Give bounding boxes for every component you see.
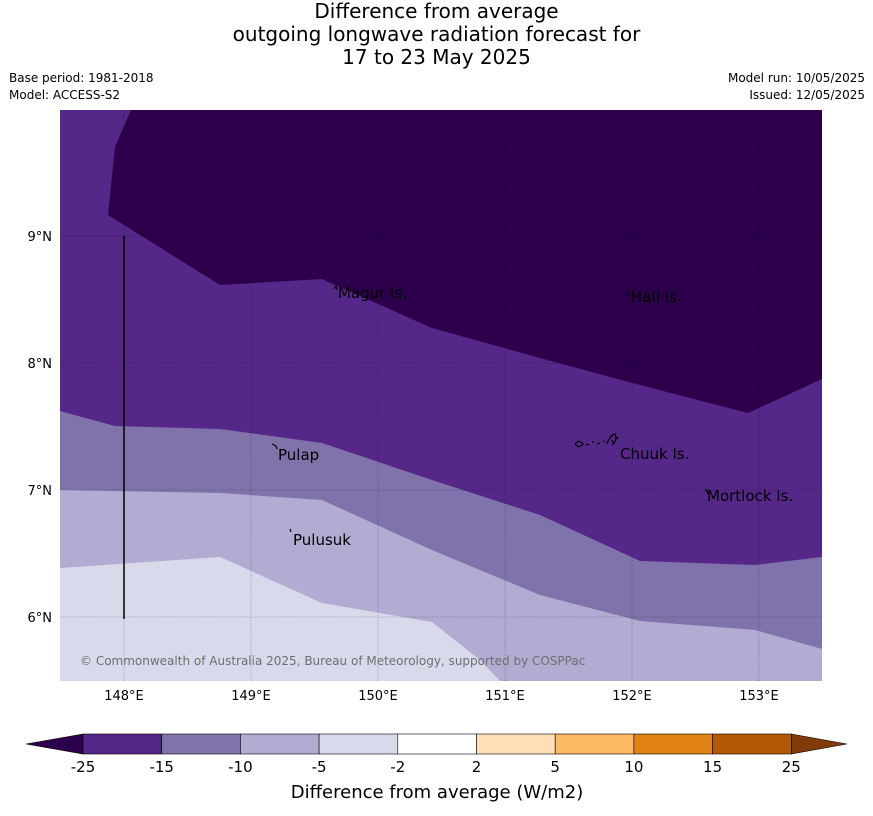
place-label-pulusuk: Pulusuk [293, 531, 351, 549]
colorbar-tick-label: -10 [228, 758, 253, 776]
anomaly-field [60, 110, 822, 681]
colorbar-tick-label: 25 [782, 758, 801, 776]
issued-text: Issued: 12/05/2025 [749, 88, 865, 102]
colorbar-tick-label: 2 [472, 758, 482, 776]
place-label-chuuk: Chuuk Is. [620, 445, 689, 463]
model-text: Model: ACCESS-S2 [9, 88, 121, 102]
colorbar-extend-high [791, 733, 848, 755]
gridlines [60, 110, 822, 681]
colorbar-segment [82, 733, 162, 755]
longitude-labels: 148°E 149°E 150°E 151°E 152°E 153°E [104, 689, 779, 704]
meta-left: Base period: 1981-2018 Model: ACCESS-S2 [9, 70, 154, 104]
map-title: Difference from average outgoing longwav… [0, 0, 873, 69]
colorbar-tick-label: 15 [703, 758, 722, 776]
latitude-labels: 9°N 8°N 7°N 6°N [28, 230, 53, 626]
colorbar-tick-label: -2 [390, 758, 405, 776]
band-minus5-minus2 [60, 557, 500, 681]
place-label-magur: Magur Is. [338, 284, 407, 302]
island-marks [271, 284, 709, 533]
lon-label-149e: 149°E [231, 689, 271, 704]
colorbar [25, 733, 848, 755]
colorbar-tick-label: 5 [550, 758, 560, 776]
title-line-1: Difference from average [314, 0, 559, 23]
base-period-text: Base period: 1981-2018 [9, 71, 154, 85]
colorbar-segment [318, 733, 399, 755]
lat-label-7n: 7°N [28, 484, 53, 499]
colorbar-segment [240, 733, 320, 755]
place-label-pulap: Pulap [278, 446, 319, 464]
colorbar-tick-label: -5 [312, 758, 327, 776]
lon-label-153e: 153°E [739, 689, 779, 704]
lat-label-9n: 9°N [28, 230, 53, 245]
colorbar-extend-low [25, 733, 84, 755]
chuuk-lagoon-mark [574, 433, 619, 448]
pulap-island-mark [271, 443, 278, 450]
lat-label-8n: 8°N [28, 357, 53, 372]
colorbar-segment [633, 733, 713, 755]
copyright-text: © Commonwealth of Australia 2025, Bureau… [80, 654, 585, 668]
colorbar-tick-label: 10 [624, 758, 643, 776]
pulusuk-island-mark [289, 528, 292, 533]
title-line-3: 17 to 23 May 2025 [342, 45, 531, 69]
lat-label-6n: 6°N [28, 611, 53, 626]
lon-label-152e: 152°E [612, 689, 652, 704]
place-labels: Magur Is. Hall Is. Pulap Chuuk Is. Mortl… [278, 284, 793, 549]
colorbar-tick-labels: -25 -15 -10 -5 -2 2 5 10 15 25 [71, 758, 801, 776]
colorbar-tick-label: -25 [71, 758, 96, 776]
model-run-text: Model run: 10/05/2025 [727, 71, 865, 85]
mortlock-island-mark [704, 488, 709, 495]
lon-label-150e: 150°E [358, 689, 398, 704]
colorbar-label: Difference from average (W/m2) [291, 782, 583, 803]
magur-island-mark [333, 284, 338, 291]
title-line-2: outgoing longwave radiation forecast for [232, 22, 641, 46]
colorbar-segment [161, 733, 241, 755]
meta-right: Model run: 10/05/2025 Issued: 12/05/2025 [728, 70, 865, 104]
colorbar-segment [476, 733, 556, 755]
colorbar-tick-label: -15 [149, 758, 174, 776]
colorbar-segment [712, 733, 792, 755]
place-label-mortlock: Mortlock Is. [707, 487, 793, 505]
colorbar-segment [554, 733, 635, 755]
place-label-hall: Hall Is. [631, 288, 682, 306]
colorbar-segment [397, 733, 477, 755]
lon-label-151e: 151°E [485, 689, 525, 704]
lon-label-148e: 148°E [104, 689, 144, 704]
band-below-minus25 [108, 110, 822, 413]
hall-island-mark [627, 291, 631, 296]
